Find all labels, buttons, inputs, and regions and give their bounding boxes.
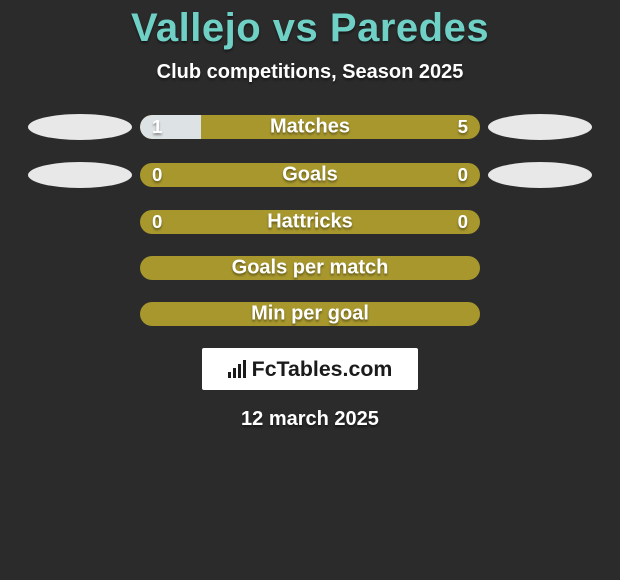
stat-label: Goals per match (140, 257, 480, 280)
bar-chart-icon-bar (228, 372, 231, 378)
page-title: Vallejo vs Paredes (0, 6, 620, 51)
stat-row: Min per goal (0, 302, 620, 326)
stat-bar: 00Hattricks (140, 210, 480, 234)
player-marker-left (28, 162, 132, 188)
stat-row: 15Matches (0, 114, 620, 140)
stat-bar: 00Goals (140, 163, 480, 187)
stat-bar: Goals per match (140, 256, 480, 280)
stat-label: Matches (140, 116, 480, 139)
stat-label: Hattricks (140, 211, 480, 234)
bar-chart-icon-bar (243, 360, 246, 378)
player-marker-right (488, 162, 592, 188)
stat-label: Min per goal (140, 303, 480, 326)
bar-chart-icon (228, 360, 246, 378)
subtitle: Club competitions, Season 2025 (0, 61, 620, 84)
date-label: 12 march 2025 (0, 408, 620, 431)
stat-label: Goals (140, 164, 480, 187)
right-side (480, 114, 600, 140)
stat-row: Goals per match (0, 256, 620, 280)
player-marker-left (28, 114, 132, 140)
left-side (20, 114, 140, 140)
brand-badge: FcTables.com (202, 348, 418, 390)
stat-rows: 15Matches 00Goals 00Hattricks Goals per mat… (0, 114, 620, 326)
left-side (20, 162, 140, 188)
stat-bar: 15Matches (140, 115, 480, 139)
stat-bar: Min per goal (140, 302, 480, 326)
brand-text: FcTables.com (252, 357, 393, 382)
player-marker-right (488, 114, 592, 140)
right-side (480, 162, 600, 188)
bar-chart-icon-bar (233, 368, 236, 378)
stat-row: 00Goals (0, 162, 620, 188)
bar-chart-icon-bar (238, 364, 241, 378)
stat-row: 00Hattricks (0, 210, 620, 234)
comparison-card: Vallejo vs Paredes Club competitions, Se… (0, 0, 620, 580)
